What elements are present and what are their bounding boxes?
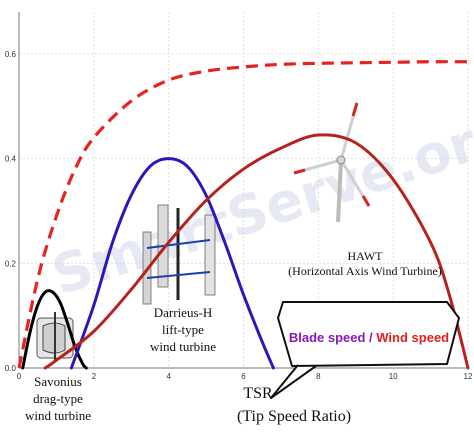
darrieus-label: Darrieus-H lift-type wind turbine: [150, 305, 216, 354]
x-axis-label: TSR: [243, 385, 273, 402]
x-tick-label: 4: [166, 372, 171, 381]
x-tick-label: 10: [389, 372, 398, 381]
x-axis-sublabel: (Tip Speed Ratio): [237, 408, 351, 425]
savonius-label-line2: drag-type: [33, 391, 83, 406]
y-tick-label: 0.2: [5, 259, 17, 268]
axes: [18, 12, 468, 369]
darrieus-label-line2: lift-type: [162, 322, 204, 337]
y-tick-label: 0.4: [5, 155, 17, 164]
darrieus-label-line3: wind turbine: [150, 339, 216, 354]
tick-labels: 0 2 4 6 8 10 12 0.0 0.2 0.4 0.6: [5, 50, 473, 381]
series-line-darrieus: [69, 157, 275, 370]
hawt-label: HAWT (Horizontal Axis Wind Turbine): [288, 249, 442, 278]
series-line-hawt: [43, 133, 470, 370]
darrieus-label-line1: Darrieus-H: [154, 305, 212, 320]
x-tick-label: 6: [241, 372, 246, 381]
y-tick-label: 0.6: [5, 50, 17, 59]
series-line-savonius: [21, 289, 88, 370]
x-tick-label: 12: [464, 372, 473, 381]
x-tick-label: 2: [92, 372, 97, 381]
x-tick-label: 8: [316, 372, 321, 381]
hawt-label-line2: (Horizontal Axis Wind Turbine): [288, 264, 442, 278]
series-line-betz: [17, 60, 469, 369]
savonius-turbine-image: [36, 312, 74, 362]
series: [17, 60, 470, 370]
hawt-turbine-image: [293, 102, 371, 223]
savonius-label-line3: wind turbine: [25, 408, 91, 423]
savonius-label-line1: Savonius: [34, 374, 82, 389]
tsr-definition-callout: Blade speed / Wind speed: [270, 301, 460, 399]
callout-wind-speed: Wind speed: [376, 330, 449, 345]
savonius-label: Savonius drag-type wind turbine: [25, 374, 91, 423]
callout-blade-speed: Blade speed /: [289, 330, 376, 345]
hawt-label-line1: HAWT: [347, 249, 383, 263]
y-tick-label: 0.0: [5, 364, 17, 373]
x-tick-label: 0: [17, 372, 22, 381]
callout-text: Blade speed / Wind speed: [289, 330, 449, 345]
